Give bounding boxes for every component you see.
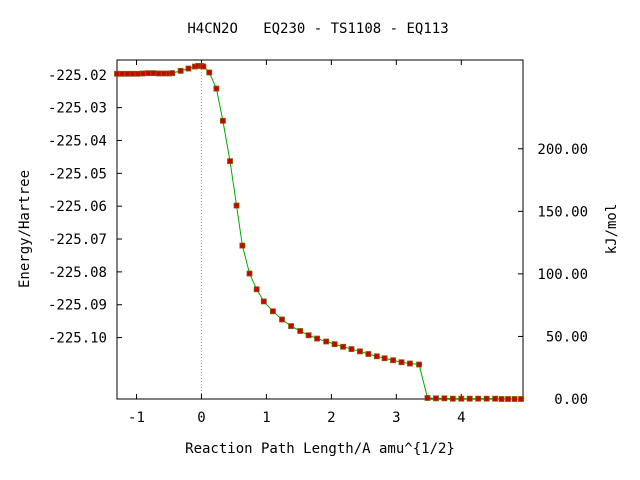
data-point — [150, 70, 157, 77]
x-tick-label: -1 — [128, 410, 145, 426]
data-point — [270, 308, 276, 315]
data-point — [340, 343, 346, 350]
data-point — [433, 395, 439, 402]
data-point — [458, 395, 465, 402]
data-point — [373, 353, 380, 360]
y-axis-label: Energy/Hartree — [17, 170, 33, 288]
y2-tick-label: 200.00 — [537, 142, 588, 158]
y2-tick-label: 150.00 — [537, 204, 588, 220]
y-tick-label: -225.10 — [48, 331, 107, 347]
data-point — [260, 298, 267, 305]
data-point — [160, 70, 167, 77]
data-point — [466, 395, 473, 402]
series-points — [114, 63, 524, 402]
y-tick-label: -225.09 — [48, 298, 107, 314]
y-tick-label: -225.03 — [48, 101, 107, 117]
y2-axis-label: kJ/mol — [604, 204, 620, 255]
data-point — [246, 270, 253, 277]
y-tick-label: -225.05 — [48, 166, 107, 182]
data-point — [169, 70, 176, 77]
data-point — [505, 396, 511, 402]
data-point — [483, 395, 490, 402]
data-point — [390, 357, 396, 364]
y-tick-label: -225.06 — [48, 199, 107, 215]
y-tick-label: -225.07 — [48, 232, 107, 248]
data-point — [206, 69, 213, 76]
data-point — [305, 332, 312, 339]
data-point — [140, 70, 146, 77]
data-point — [365, 351, 372, 357]
x-axis-label: Reaction Path Length/A amu^{1/2} — [185, 441, 455, 457]
x-tick-label: 2 — [327, 410, 335, 426]
data-point — [518, 396, 524, 402]
y-tick-label: -225.04 — [48, 133, 107, 149]
data-point — [416, 361, 422, 368]
y2-tick-label: 100.00 — [537, 267, 588, 283]
data-point — [119, 70, 126, 77]
data-point — [200, 63, 207, 70]
y-tick-label: -225.02 — [48, 68, 107, 84]
data-point — [145, 70, 152, 77]
data-point — [239, 242, 246, 249]
x-tick-label: 1 — [262, 410, 270, 426]
data-point — [398, 359, 405, 366]
data-point — [314, 335, 320, 342]
y-axis-right: 0.00 50.00 100.00 150.00 200.00 — [518, 142, 588, 408]
data-point — [185, 65, 192, 72]
y2-tick-label: 0.00 — [554, 392, 588, 408]
data-point — [155, 70, 162, 77]
chart-title: H4CN2O EQ230 - TS1108 - EQ113 — [187, 21, 448, 37]
data-point — [348, 346, 355, 352]
x-tick-label: 4 — [457, 410, 465, 426]
x-axis: -1 0 1 2 3 4 — [128, 60, 466, 426]
data-point — [498, 396, 505, 402]
data-point — [407, 360, 413, 367]
plot-frame — [116, 59, 524, 400]
data-point — [441, 395, 448, 402]
x-tick-label: 0 — [197, 410, 205, 426]
data-point — [331, 341, 338, 348]
y-axis-left: -225.02 -225.03 -225.04 -225.05 -225.06 -225.… — [48, 68, 122, 347]
data-point — [424, 395, 431, 401]
data-point — [381, 355, 388, 362]
data-point — [475, 395, 482, 402]
y-tick-label: -225.08 — [48, 265, 107, 281]
data-point — [449, 395, 456, 402]
data-point — [177, 67, 184, 74]
data-point — [297, 328, 304, 334]
x-tick-label: 3 — [392, 410, 400, 426]
data-point — [129, 70, 136, 77]
series-line — [117, 65, 522, 400]
data-point — [288, 323, 294, 329]
data-point — [279, 316, 285, 323]
data-point — [323, 338, 330, 345]
data-point — [511, 396, 518, 402]
data-point — [213, 85, 220, 92]
y2-tick-label: 50.00 — [546, 329, 588, 345]
data-point — [134, 70, 141, 77]
data-point — [124, 70, 131, 77]
data-point — [219, 117, 226, 124]
data-point — [253, 286, 260, 293]
data-point — [227, 158, 233, 165]
data-point — [357, 348, 363, 355]
data-point — [492, 395, 498, 402]
data-point — [233, 202, 240, 209]
data-point — [114, 70, 120, 77]
